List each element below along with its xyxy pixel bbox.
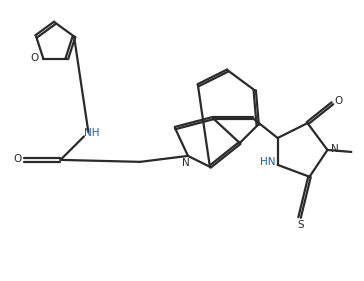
Text: S: S	[297, 220, 304, 230]
Text: O: O	[13, 154, 21, 164]
Text: NH: NH	[83, 128, 99, 138]
Text: O: O	[335, 96, 343, 106]
Text: O: O	[30, 53, 39, 63]
Text: N: N	[331, 144, 339, 154]
Text: HN: HN	[260, 157, 275, 167]
Text: N: N	[182, 158, 190, 168]
